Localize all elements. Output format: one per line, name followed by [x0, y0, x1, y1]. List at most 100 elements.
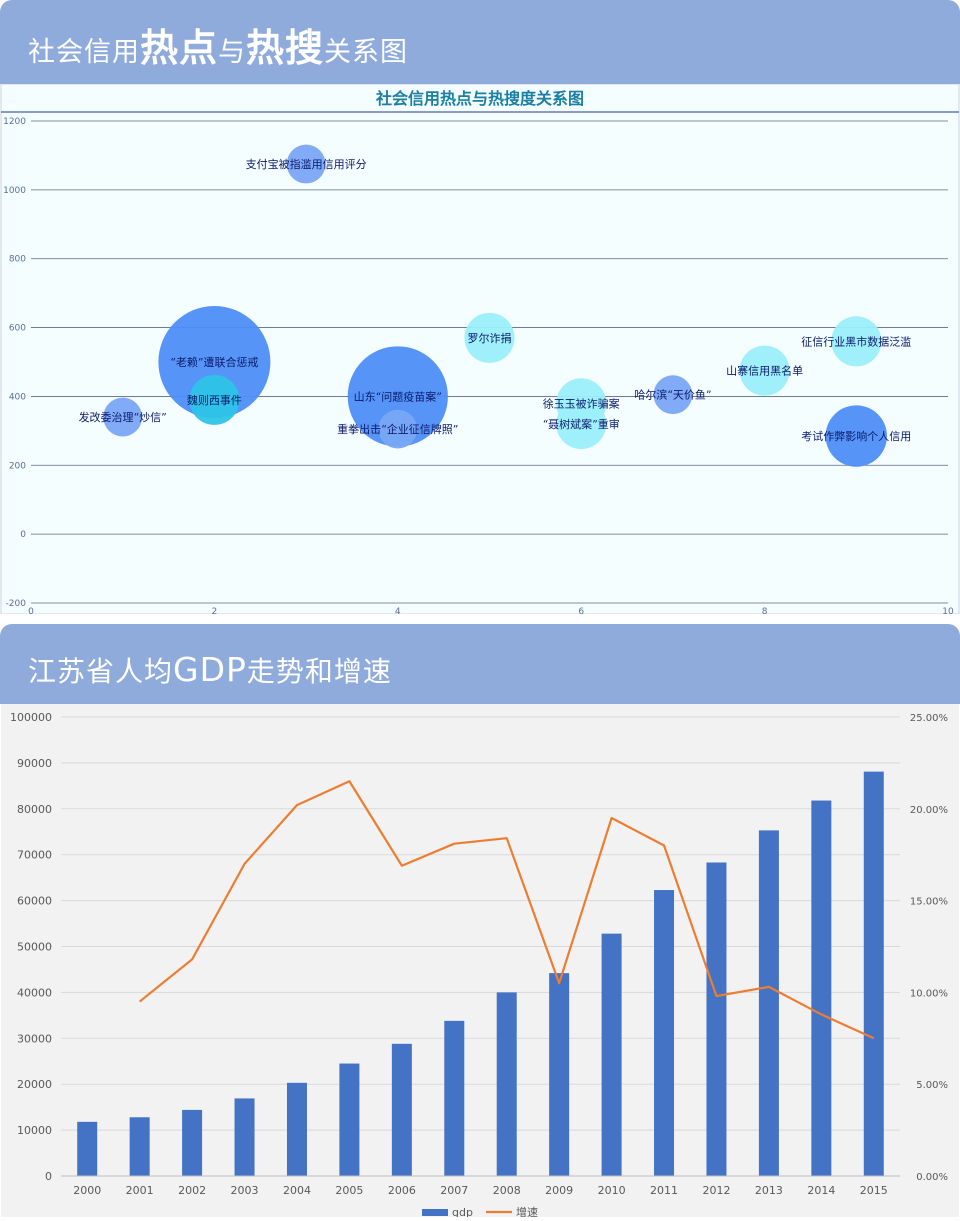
- x-tick-label: 2: [212, 607, 218, 614]
- bubble-label: 山寨信用黑名单: [726, 364, 803, 378]
- y-tick-label: 100000: [10, 711, 52, 724]
- gdp-bar: [706, 862, 727, 1176]
- bubble-label: 征信行业黑市数据泛滥: [801, 334, 911, 348]
- bubble-label: 魏则西事件: [187, 393, 242, 407]
- gdp-bar: [77, 1121, 98, 1176]
- y-tick-label: 50000: [17, 941, 52, 954]
- y-tick-label: 70000: [17, 849, 52, 862]
- gdp-bar: [391, 1043, 412, 1176]
- bubble-label: “老赖”遭联合惩戒: [170, 355, 258, 369]
- gdp-bar: [601, 933, 622, 1176]
- gdp-bar: [758, 830, 779, 1176]
- gdp-bar: [811, 800, 832, 1176]
- legend-gdp-label: gdp: [452, 1206, 473, 1217]
- x-tick-label: 4: [395, 607, 401, 614]
- y2-tick-label: 15.00%: [910, 897, 948, 908]
- y-tick-label: -200: [6, 599, 27, 609]
- bubble-label: 发改委治理“炒信”: [79, 410, 167, 424]
- bubble-label: 考试作弊影响个人信用: [801, 430, 911, 443]
- x-tick-label: 2003: [231, 1184, 259, 1197]
- bubble-label: 徐玉玉被诈骗案: [543, 396, 620, 410]
- plot-background: [1, 704, 959, 1217]
- bubble: [556, 398, 607, 450]
- gdp-bar: [549, 973, 570, 1176]
- x-tick-label: 2006: [388, 1184, 416, 1197]
- bubble-label: 罗尔诈捐: [468, 331, 512, 345]
- gdp-chart: 0 10000 20000 30000 40000 50000 60000 70000 8000…: [0, 704, 960, 1219]
- y-tick-label: 40000: [17, 986, 52, 999]
- header-emph: 热点: [140, 26, 219, 70]
- bubble: [103, 397, 143, 437]
- header-text: 与: [218, 37, 247, 68]
- bubble: [653, 375, 693, 415]
- gdp-bar: [286, 1082, 307, 1176]
- bubble-label: 重拳出击“企业征信牌照”: [337, 422, 458, 436]
- header-text: 社会信用: [28, 37, 140, 68]
- bubble-panel-header: 社会信用热点与热搜关系图: [0, 0, 960, 84]
- bubble-label: “聂树斌案”重审: [543, 417, 620, 431]
- y2-tick-label: 25.00%: [910, 713, 948, 724]
- y-tick-label: 200: [9, 461, 26, 471]
- header-text: 关系图: [324, 37, 409, 68]
- bubble-label: 哈尔滨“天价鱼”: [634, 388, 711, 402]
- gdp-bar: [654, 890, 675, 1176]
- y2-tick-label: 20.00%: [910, 805, 948, 816]
- bubble: [378, 409, 418, 449]
- legend-gdp-swatch: [422, 1209, 448, 1216]
- x-tick-label: 2009: [545, 1184, 573, 1197]
- y2-tick-label: 10.00%: [910, 988, 948, 999]
- x-tick-label: 2002: [178, 1184, 206, 1197]
- y-tick-label: 60000: [17, 895, 52, 908]
- legend-growth-label: 增速: [516, 1205, 538, 1217]
- gdp-bar: [339, 1063, 360, 1176]
- x-tick-label: 0: [28, 607, 34, 614]
- x-tick-label: 2014: [807, 1184, 835, 1197]
- y-tick-label: 10000: [17, 1124, 52, 1137]
- y-tick-label: 20000: [17, 1078, 52, 1091]
- y-tick-label: 0: [20, 530, 26, 540]
- x-tick-label: 2013: [755, 1184, 783, 1197]
- x-tick-label: 2001: [126, 1184, 154, 1197]
- y-tick-label: 30000: [17, 1032, 52, 1045]
- growth-line: [138, 780, 875, 1040]
- y-tick-label: 600: [9, 324, 26, 334]
- x-tick-label: 2008: [493, 1184, 521, 1197]
- header-text: 江苏省人均: [28, 655, 174, 688]
- gdp-bar: [444, 1020, 465, 1176]
- y2-tick-label: 5.00%: [916, 1080, 948, 1091]
- bubble-label: 山东“问题疫苗案”: [354, 389, 442, 403]
- bubble-label: 支付宝被指滥用信用评分: [246, 157, 367, 171]
- bubble-chart: 社会信用热点与热搜度关系图 -200 0 200 400 600 800 1000 1200 0 2…: [0, 83, 960, 617]
- gdp-bar: [234, 1098, 255, 1176]
- x-tick-label: 2005: [335, 1184, 363, 1197]
- gdp-bar: [496, 992, 517, 1176]
- header-emph: 热搜: [246, 26, 325, 70]
- y-tick-label: 90000: [17, 757, 52, 770]
- x-tick-label: 8: [762, 607, 768, 614]
- y-tick-label: 80000: [17, 803, 52, 816]
- x-tick-label: 2015: [860, 1184, 888, 1197]
- bubble: [464, 312, 515, 363]
- x-tick-label: 6: [578, 607, 584, 614]
- x-tick-label: 10: [942, 607, 954, 614]
- bubble: [831, 316, 882, 367]
- chart-title: 社会信用热点与热搜度关系图: [375, 89, 584, 108]
- bubble: [347, 346, 448, 447]
- bubble: [189, 374, 240, 425]
- x-tick-label: 2007: [440, 1184, 468, 1197]
- bubble: [825, 405, 887, 467]
- y-tick-label: 1000: [3, 186, 26, 196]
- header-text: 走势和增速: [246, 655, 392, 688]
- x-tick-label: 2000: [73, 1184, 101, 1197]
- y-tick-label: 800: [9, 255, 26, 265]
- y2-tick-label: 0.00%: [916, 1172, 948, 1183]
- x-tick-label: 2004: [283, 1184, 311, 1197]
- gdp-chart-svg: 0 10000 20000 30000 40000 50000 60000 70000 8000…: [1, 704, 959, 1219]
- gdp-bar: [182, 1109, 203, 1176]
- x-tick-label: 2011: [650, 1184, 678, 1197]
- gdp-panel-header: 江苏省人均GDP走势和增速: [0, 624, 960, 704]
- bubble: [739, 345, 790, 396]
- y-tick-label: 400: [9, 392, 26, 402]
- y-tick-label: 1200: [3, 117, 26, 127]
